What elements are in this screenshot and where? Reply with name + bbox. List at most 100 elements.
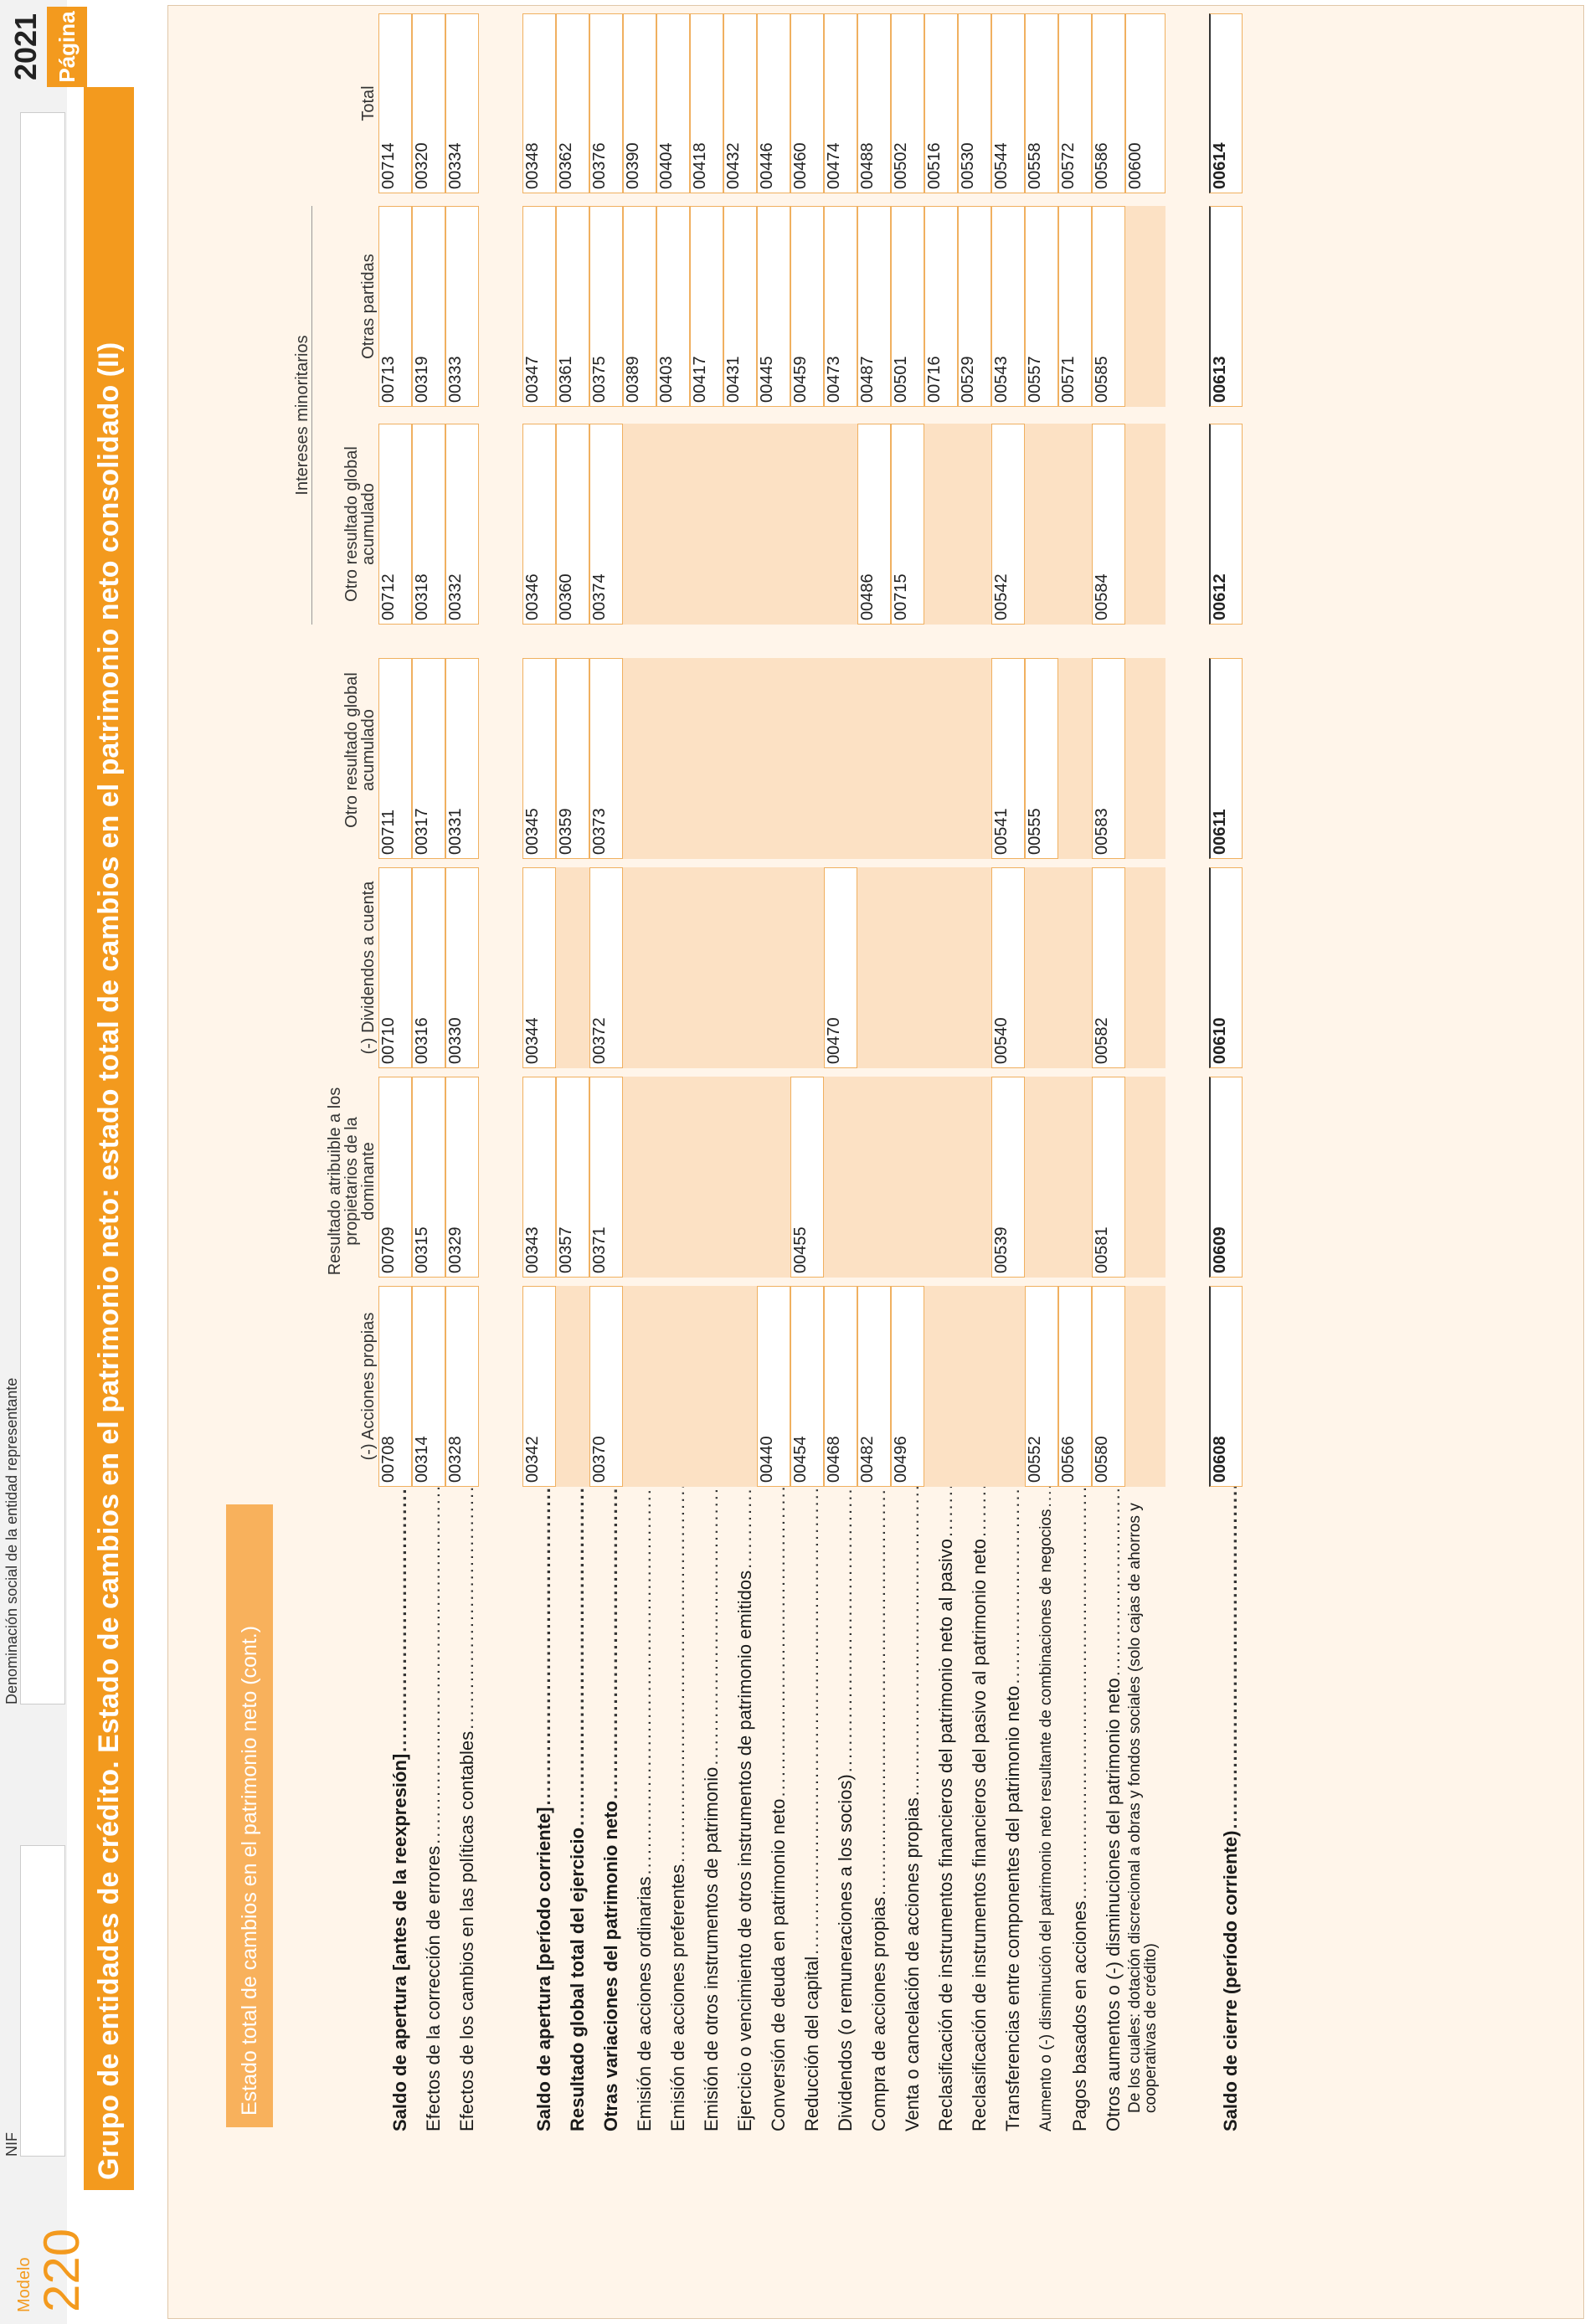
denominacion-field[interactable] — [20, 112, 65, 1704]
input-cell[interactable]: 00529 — [958, 206, 991, 407]
input-cell[interactable]: 00348 — [522, 13, 556, 193]
nif-field[interactable] — [20, 1845, 65, 2157]
input-cell[interactable]: 00530 — [958, 13, 991, 193]
input-cell[interactable]: 00359 — [556, 658, 589, 859]
input-cell[interactable]: 00389 — [623, 206, 656, 407]
input-cell[interactable]: 00318 — [412, 424, 445, 625]
input-cell[interactable]: 00403 — [656, 206, 690, 407]
input-cell[interactable]: 00488 — [857, 13, 891, 193]
input-cell[interactable]: 00614 — [1209, 13, 1243, 193]
input-cell[interactable]: 00542 — [991, 424, 1025, 625]
input-cell[interactable]: 00454 — [790, 1286, 824, 1487]
input-cell[interactable]: 00343 — [522, 1077, 556, 1278]
input-cell[interactable]: 00334 — [445, 13, 479, 193]
input-cell[interactable]: 00360 — [556, 424, 589, 625]
input-cell[interactable]: 00431 — [723, 206, 757, 407]
input-cell[interactable]: 00516 — [924, 13, 958, 193]
input-cell[interactable]: 00566 — [1058, 1286, 1092, 1487]
input-cell[interactable]: 00544 — [991, 13, 1025, 193]
input-cell[interactable]: 00711 — [378, 658, 412, 859]
input-cell[interactable]: 00710 — [378, 867, 412, 1068]
input-cell[interactable]: 00333 — [445, 206, 479, 407]
input-cell[interactable]: 00543 — [991, 206, 1025, 407]
input-cell[interactable]: 00404 — [656, 13, 690, 193]
input-cell[interactable]: 00346 — [522, 424, 556, 625]
input-cell[interactable]: 00376 — [589, 13, 623, 193]
input-cell[interactable]: 00709 — [378, 1077, 412, 1278]
input-cell[interactable]: 00371 — [589, 1077, 623, 1278]
input-cell[interactable]: 00342 — [522, 1286, 556, 1487]
input-cell[interactable]: 00446 — [757, 13, 790, 193]
input-cell[interactable]: 00373 — [589, 658, 623, 859]
input-cell[interactable]: 00586 — [1092, 13, 1125, 193]
input-cell[interactable]: 00361 — [556, 206, 589, 407]
input-cell[interactable]: 00581 — [1092, 1077, 1125, 1278]
input-cell[interactable]: 00317 — [412, 658, 445, 859]
input-cell[interactable]: 00583 — [1092, 658, 1125, 859]
input-cell[interactable]: 00357 — [556, 1077, 589, 1278]
input-cell[interactable]: 00330 — [445, 867, 479, 1068]
input-cell[interactable]: 00708 — [378, 1286, 412, 1487]
input-cell[interactable]: 00455 — [790, 1077, 824, 1278]
input-cell[interactable]: 00468 — [824, 1286, 857, 1487]
input-cell[interactable]: 00572 — [1058, 13, 1092, 193]
input-cell[interactable]: 00418 — [690, 13, 723, 193]
input-cell[interactable]: 00612 — [1209, 424, 1243, 625]
input-cell[interactable]: 00582 — [1092, 867, 1125, 1068]
input-cell[interactable]: 00613 — [1209, 206, 1243, 407]
input-cell[interactable]: 00584 — [1092, 424, 1125, 625]
input-cell[interactable]: 00316 — [412, 867, 445, 1068]
input-cell[interactable]: 00375 — [589, 206, 623, 407]
input-cell[interactable]: 00482 — [857, 1286, 891, 1487]
input-cell[interactable]: 00445 — [757, 206, 790, 407]
input-cell[interactable]: 00555 — [1025, 658, 1058, 859]
input-cell[interactable]: 00552 — [1025, 1286, 1058, 1487]
input-cell[interactable]: 00609 — [1209, 1077, 1243, 1278]
input-cell[interactable]: 00315 — [412, 1077, 445, 1278]
input-cell[interactable]: 00713 — [378, 206, 412, 407]
input-cell[interactable]: 00716 — [924, 206, 958, 407]
input-cell[interactable]: 00331 — [445, 658, 479, 859]
input-cell[interactable]: 00314 — [412, 1286, 445, 1487]
input-cell[interactable]: 00486 — [857, 424, 891, 625]
input-cell[interactable]: 00329 — [445, 1077, 479, 1278]
input-cell[interactable]: 00600 — [1125, 13, 1165, 193]
input-cell[interactable]: 00714 — [378, 13, 412, 193]
input-cell[interactable]: 00344 — [522, 867, 556, 1068]
input-cell[interactable]: 00571 — [1058, 206, 1092, 407]
input-cell[interactable]: 00370 — [589, 1286, 623, 1487]
input-cell[interactable]: 00440 — [757, 1286, 790, 1487]
input-cell[interactable]: 00541 — [991, 658, 1025, 859]
input-cell[interactable]: 00580 — [1092, 1286, 1125, 1487]
input-cell[interactable]: 00558 — [1025, 13, 1058, 193]
input-cell[interactable]: 00715 — [891, 424, 924, 625]
input-cell[interactable]: 00474 — [824, 13, 857, 193]
input-cell[interactable]: 00610 — [1209, 867, 1243, 1068]
input-cell[interactable]: 00539 — [991, 1077, 1025, 1278]
input-cell[interactable]: 00432 — [723, 13, 757, 193]
input-cell[interactable]: 00501 — [891, 206, 924, 407]
input-cell[interactable]: 00320 — [412, 13, 445, 193]
input-cell[interactable]: 00585 — [1092, 206, 1125, 407]
input-cell[interactable]: 00372 — [589, 867, 623, 1068]
input-cell[interactable]: 00496 — [891, 1286, 924, 1487]
input-cell[interactable]: 00611 — [1209, 658, 1243, 859]
input-cell[interactable]: 00459 — [790, 206, 824, 407]
input-cell[interactable]: 00332 — [445, 424, 479, 625]
input-cell[interactable]: 00608 — [1209, 1286, 1243, 1487]
input-cell[interactable]: 00362 — [556, 13, 589, 193]
input-cell[interactable]: 00374 — [589, 424, 623, 625]
input-cell[interactable]: 00502 — [891, 13, 924, 193]
input-cell[interactable]: 00473 — [824, 206, 857, 407]
input-cell[interactable]: 00712 — [378, 424, 412, 625]
input-cell[interactable]: 00319 — [412, 206, 445, 407]
input-cell[interactable]: 00487 — [857, 206, 891, 407]
input-cell[interactable]: 00347 — [522, 206, 556, 407]
input-cell[interactable]: 00390 — [623, 13, 656, 193]
input-cell[interactable]: 00328 — [445, 1286, 479, 1487]
input-cell[interactable]: 00557 — [1025, 206, 1058, 407]
input-cell[interactable]: 00540 — [991, 867, 1025, 1068]
input-cell[interactable]: 00345 — [522, 658, 556, 859]
input-cell[interactable]: 00417 — [690, 206, 723, 407]
input-cell[interactable]: 00470 — [824, 867, 857, 1068]
